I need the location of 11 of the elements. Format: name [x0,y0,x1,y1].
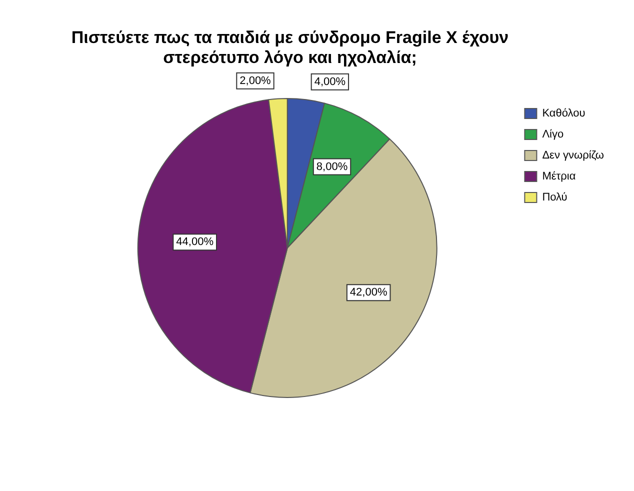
legend-label: Πολύ [542,192,568,204]
data-label: 42,00% [350,286,388,299]
legend-label: Καθόλου [542,108,586,120]
data-label: 4,00% [314,76,346,88]
legend-label: Μέτρια [542,170,576,183]
data-label: 2,00% [240,74,272,87]
data-label: 8,00% [316,160,348,173]
legend-label: Λίγο [542,128,564,141]
data-label: 44,00% [176,236,214,248]
legend-label: Δεν γνωρίζω [542,150,604,162]
chart-title: Πιστεύετε πως τα παιδιά με σύνδρομο Fragile X έχουν στερεότυπο λόγο και ηχολαλία; [70,28,510,68]
